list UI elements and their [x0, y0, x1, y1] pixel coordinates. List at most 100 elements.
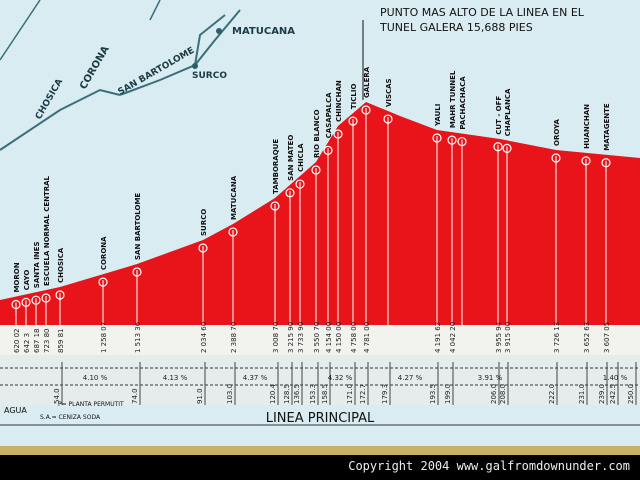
- station-marker: [581, 156, 591, 166]
- gradient-label: 3.91 %: [478, 374, 503, 382]
- annotation: PUNTO MAS ALTO DE LA LINEA EN EL: [380, 6, 585, 19]
- copyright: Copyright 2004 www.galfromdownunder.com: [348, 459, 630, 473]
- station-elevation: 4 150 00: [335, 322, 343, 353]
- footer-title: LINEA PRINCIPAL: [266, 411, 375, 426]
- station-marker: [493, 142, 503, 152]
- station-elevation: 3 915 00: [504, 322, 512, 353]
- station-elevation: 687 18: [33, 329, 41, 354]
- km-label: 206.0: [490, 384, 498, 404]
- station-elevation: 642 3: [23, 333, 31, 353]
- station-name: SURCO: [200, 209, 208, 236]
- station-elevation: 4 042 20: [449, 322, 457, 353]
- gradient-label: 4.13 %: [163, 374, 188, 382]
- annotation: TUNEL GALERA 15,688 PIES: [379, 21, 533, 34]
- station-elevation: 4 154 00: [325, 322, 333, 353]
- gradient-label: 4.27 %: [398, 374, 423, 382]
- station-marker: [383, 114, 393, 124]
- map-dot: [216, 28, 222, 34]
- station-name: TAMBORAQUE: [272, 139, 280, 194]
- km-label: 231.0: [578, 384, 586, 404]
- km-label: 239.0: [598, 384, 606, 404]
- station-name: RIO BLANCO: [313, 109, 321, 158]
- gradient-label: 4.10 %: [83, 374, 108, 382]
- station-elevation: 723 80: [43, 329, 51, 354]
- elevation-band: [0, 325, 640, 355]
- station-elevation: 4 758 00: [350, 322, 358, 353]
- station-name: SAN MATEO: [287, 135, 295, 181]
- station-marker: [432, 133, 442, 143]
- station-marker: [98, 277, 108, 287]
- station-name: CUT - OFF: [495, 96, 503, 135]
- station-elevation: 3 955 94: [495, 321, 503, 353]
- station-elevation: 3 215 90: [287, 322, 295, 353]
- legend-title: AGUA: [4, 406, 27, 415]
- legend-item: S.A.= CENIZA SODA: [40, 414, 101, 421]
- station-marker: [502, 143, 512, 153]
- station-name: VISCAS: [385, 78, 393, 107]
- station-name: TICLIO: [350, 84, 358, 110]
- station-name: ESCUELA NORMAL CENTRAL: [43, 175, 51, 286]
- station-marker: [457, 136, 467, 147]
- km-label: 171.0: [346, 384, 354, 404]
- gradient-label: 4.37 %: [243, 374, 268, 382]
- km-label: 103.0: [226, 384, 234, 404]
- gradient-label: 1.40 %: [603, 374, 628, 382]
- km-label: 128.5: [283, 384, 291, 404]
- station-elevation: 3 008 70: [272, 322, 280, 353]
- km-label: 120.4: [269, 383, 277, 404]
- map-river: [0, 0, 161, 61]
- station-elevation: 4 781 00: [363, 322, 371, 353]
- station-elevation: 620 02: [13, 329, 21, 354]
- frame: [0, 446, 640, 455]
- km-label: 208.0: [499, 384, 507, 404]
- km-label: 74.0: [131, 388, 139, 404]
- station-marker: [601, 158, 611, 168]
- station-marker: [31, 295, 41, 305]
- station-name: PACHACHACA: [459, 76, 467, 130]
- km-label: 242.5: [609, 384, 617, 404]
- station-name: CHAPLANCA: [504, 88, 512, 136]
- station-marker: [21, 297, 31, 307]
- map-label: SURCO: [192, 71, 227, 81]
- station-marker: [55, 290, 65, 300]
- station-name: CAYO: [23, 270, 31, 291]
- km-label: 153.3: [309, 384, 317, 404]
- km-label: 136.5: [293, 384, 301, 404]
- map-dot: [192, 63, 198, 69]
- station-elevation: 2 034 60: [200, 322, 208, 353]
- station-marker: [228, 227, 238, 237]
- station-name: SANTA INES: [33, 241, 41, 288]
- station-marker: [11, 299, 21, 310]
- station-elevation: 3 733 90: [297, 322, 305, 353]
- station-name: CORONA: [100, 236, 108, 270]
- km-label: 91.0: [196, 388, 204, 404]
- station-name: CHINCHAN: [335, 80, 343, 122]
- station-elevation: 4 191 62: [434, 322, 442, 353]
- station-marker: [198, 243, 208, 253]
- km-label: 54.0: [53, 388, 61, 404]
- station-marker: [285, 188, 295, 198]
- km-label: 172.7: [359, 384, 367, 404]
- legend-item: P= PLANTA PERMUTIT: [58, 401, 124, 408]
- map-label: MATUCANA: [232, 26, 295, 37]
- station-marker: [41, 293, 51, 303]
- station-elevation: 1 513 36: [134, 321, 142, 353]
- station-marker: [447, 135, 457, 145]
- km-label: 222.0: [548, 384, 556, 404]
- station-name: MATAGENTE: [603, 103, 611, 151]
- station-elevation: 859 81: [57, 329, 65, 354]
- station-name: MATUCANA: [230, 175, 238, 220]
- km-label: 250.0: [627, 384, 635, 404]
- station-name: OROYA: [553, 119, 561, 146]
- station-marker: [311, 165, 321, 175]
- station-marker: [551, 153, 561, 163]
- station-elevation: 3 607 05: [603, 322, 611, 353]
- station-name: SAN BARTOLOME: [134, 193, 142, 260]
- station-name: GALERA: [363, 66, 371, 98]
- station-name: HUANCHAN: [583, 104, 591, 149]
- station-name: MAHR TUNNEL: [449, 70, 457, 128]
- station-marker: [132, 267, 142, 277]
- station-name: CHICLA: [297, 143, 305, 172]
